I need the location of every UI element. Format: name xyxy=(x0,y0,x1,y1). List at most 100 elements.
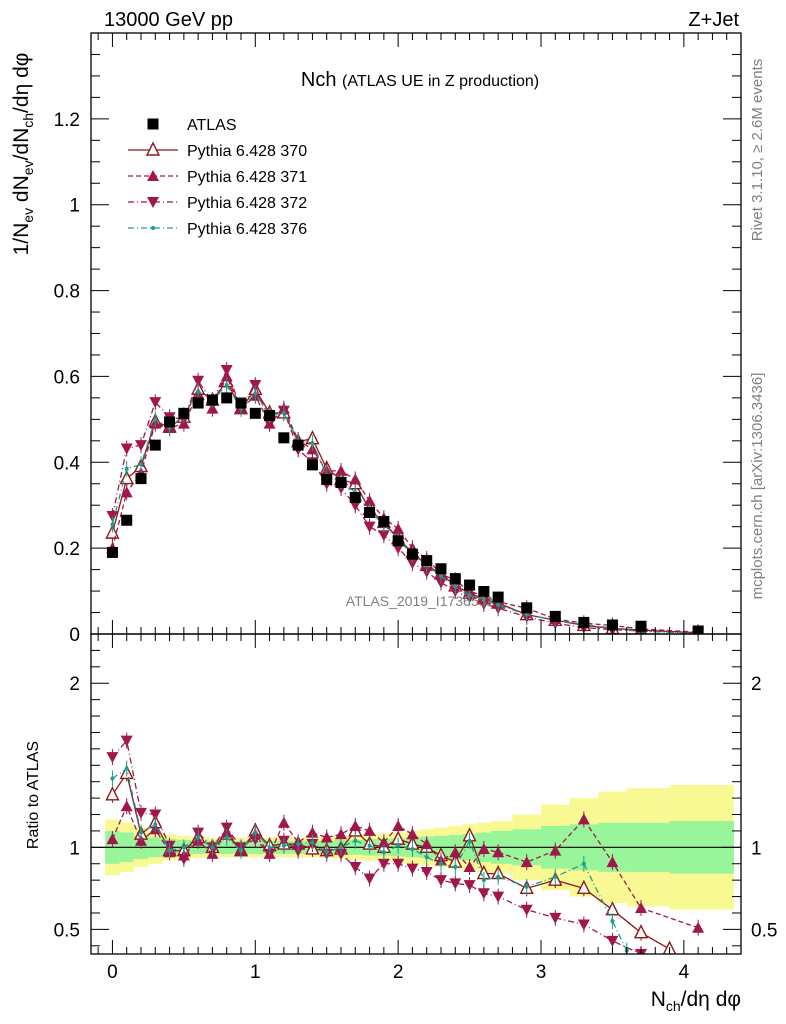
ratio-point-pythia-6-428-372-19 xyxy=(377,858,390,870)
ratio-point-pythia-6-428-372-1 xyxy=(120,735,133,747)
ratio-point-pythia-6-428-376-17 xyxy=(353,838,358,843)
main-line-pythia-6-428-371 xyxy=(111,374,699,633)
plot-title-main: Nch xyxy=(301,69,337,91)
main-point-atlas-19 xyxy=(378,516,390,528)
main-point-pythia-6-428-376-1 xyxy=(124,466,129,471)
main-point-pythia-6-428-372-1 xyxy=(120,443,133,455)
ratio-point-pythia-6-428-372-27 xyxy=(492,891,505,903)
ratio-point-pythia-6-428-371-25 xyxy=(463,861,476,873)
main-point-atlas-20 xyxy=(392,535,404,547)
main-y-tick-label-0.2: 0.2 xyxy=(54,539,80,560)
ratio-point-pythia-6-428-371-18 xyxy=(363,824,376,836)
main-point-pythia-6-428-376-12 xyxy=(281,410,286,415)
ratio-point-pythia-6-428-372-0 xyxy=(106,752,119,764)
ratio-point-pythia-6-428-371-26 xyxy=(477,842,490,854)
ratio-point-pythia-6-428-371-28 xyxy=(520,856,533,868)
ratio-point-pythia-6-428-371-32 xyxy=(635,902,647,914)
main-point-atlas-23 xyxy=(435,563,447,575)
main-point-pythia-6-428-376-10 xyxy=(253,391,258,396)
legend-marker-pythia-6-428-370 xyxy=(145,141,161,156)
legend-label-atlas: ATLAS xyxy=(187,117,237,134)
ratio-point-pythia-6-428-371-24 xyxy=(449,846,462,858)
main-point-atlas-5 xyxy=(178,407,190,419)
ratio-point-pythia-6-428-372-25 xyxy=(463,880,476,892)
main-point-atlas-1 xyxy=(121,514,133,526)
ratio-point-pythia-6-428-376-12 xyxy=(281,843,286,848)
ratio-point-pythia-6-428-376-3 xyxy=(153,822,158,827)
ratio-point-pythia-6-428-371-16 xyxy=(335,828,347,840)
ratio-point-pythia-6-428-376-16 xyxy=(339,845,343,850)
plot-title: Nch (ATLAS UE in Z production) xyxy=(301,69,539,91)
rivet-version-label: Rivet 3.1.10, ≥ 2.6M events xyxy=(749,59,766,242)
ratio-point-pythia-6-428-371-0 xyxy=(106,833,119,845)
main-point-atlas-11 xyxy=(264,409,276,421)
ratio-point-pythia-6-428-376-20 xyxy=(396,843,401,848)
main-point-atlas-14 xyxy=(306,459,318,471)
plot-title-sub: (ATLAS UE in Z production) xyxy=(342,73,539,90)
main-point-atlas-7 xyxy=(206,394,218,406)
legend-marker-atlas xyxy=(147,118,159,130)
main-point-atlas-0 xyxy=(106,546,118,558)
main-point-atlas-4 xyxy=(164,416,176,428)
ratio-point-pythia-6-428-372-20 xyxy=(392,858,405,870)
main-point-atlas-8 xyxy=(221,392,233,404)
ratio-point-pythia-6-428-372-30 xyxy=(577,919,590,931)
legend-label-pythia-6-428-371: Pythia 6.428 371 xyxy=(187,169,307,186)
main-point-atlas-10 xyxy=(249,407,261,419)
ratio-point-pythia-6-428-372-26 xyxy=(477,888,490,900)
main-point-atlas-13 xyxy=(292,439,304,451)
main-point-atlas-31 xyxy=(606,619,618,631)
main-point-pythia-6-428-376-23 xyxy=(439,574,443,579)
ratio-point-pythia-6-428-376-25 xyxy=(467,838,472,843)
main-point-pythia-6-428-372-3 xyxy=(149,397,162,409)
main-line-pythia-6-428-376 xyxy=(111,383,699,634)
ratio-point-pythia-6-428-376-10 xyxy=(253,830,258,835)
main-y-axis-label: 1/Nev dNev/dNch/dη dφ xyxy=(10,53,36,256)
main-point-pythia-6-428-376-2 xyxy=(139,462,143,467)
ratio-point-pythia-6-428-372-5 xyxy=(177,853,190,865)
ratio-y-tick-label-left-0.5: 0.5 xyxy=(54,920,80,941)
ratio-point-pythia-6-428-376-28 xyxy=(524,884,529,889)
analysis-watermark: ATLAS_2019_I1736531 xyxy=(346,593,495,609)
main-point-pythia-6-428-376-8 xyxy=(224,383,229,388)
ratio-point-pythia-6-428-371-29 xyxy=(549,844,562,856)
ratio-point-pythia-6-428-372-31 xyxy=(606,935,619,947)
x-tick-label-4: 4 xyxy=(679,962,690,983)
x-tick-label-1: 1 xyxy=(250,962,261,983)
ratio-y-tick-label-left-1: 1 xyxy=(69,838,80,859)
ratio-point-pythia-6-428-376-27 xyxy=(496,874,501,879)
main-point-pythia-6-428-371-1 xyxy=(120,486,133,498)
ratio-point-pythia-6-428-376-1 xyxy=(124,766,129,771)
ratio-point-pythia-6-428-371-22 xyxy=(420,838,433,850)
ratio-point-pythia-6-428-376-18 xyxy=(367,843,372,848)
main-point-pythia-6-428-376-24 xyxy=(453,584,458,589)
ratio-point-pythia-6-428-371-15 xyxy=(320,831,333,843)
main-point-atlas-12 xyxy=(278,432,290,444)
main-point-pythia-6-428-376-3 xyxy=(153,417,158,422)
main-point-atlas-17 xyxy=(349,491,361,503)
main-point-atlas-6 xyxy=(192,397,204,409)
main-point-pythia-6-428-376-26 xyxy=(481,597,486,602)
main-point-atlas-29 xyxy=(549,610,561,622)
main-point-atlas-25 xyxy=(464,579,476,591)
main-point-pythia-6-428-372-21 xyxy=(406,558,419,570)
main-point-pythia-6-428-376-27 xyxy=(496,602,501,607)
ratio-point-pythia-6-428-372-3 xyxy=(149,809,162,821)
main-point-pythia-6-428-376-25 xyxy=(467,593,472,598)
main-y-tick-label-1: 1 xyxy=(69,196,80,217)
legend-marker-pythia-6-428-376 xyxy=(151,226,155,230)
ratio-point-pythia-6-428-372-28 xyxy=(520,904,533,916)
ratio-point-pythia-6-428-371-20 xyxy=(392,820,405,831)
energy-label: 13000 GeV pp xyxy=(104,9,233,31)
ratio-point-pythia-6-428-372-2 xyxy=(135,807,147,819)
ratio-point-pythia-6-428-371-21 xyxy=(406,828,419,840)
main-point-pythia-6-428-372-10 xyxy=(249,380,262,392)
ratio-y-tick-label-right-1: 1 xyxy=(751,838,762,859)
main-line-pythia-6-428-372 xyxy=(111,368,699,634)
ratio-point-pythia-6-428-371-12 xyxy=(277,816,290,828)
ratio-line-pythia-6-428-372 xyxy=(111,739,642,954)
main-point-pythia-6-428-370-1 xyxy=(119,470,134,485)
axis-ticks: 0 1 2 3 4 0 0.2 0.4 0.6 0.8 1 1.2 0.5 0.5 1 1 2 2 xyxy=(54,32,777,983)
main-point-atlas-32 xyxy=(635,620,647,632)
ratio-point-pythia-6-428-376-15 xyxy=(324,850,329,855)
